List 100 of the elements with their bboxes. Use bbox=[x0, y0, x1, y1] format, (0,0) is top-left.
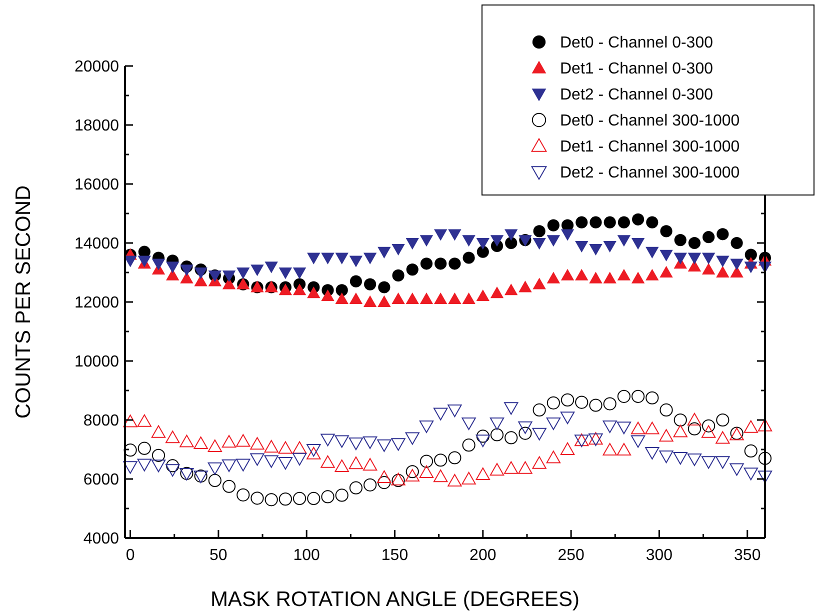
point bbox=[674, 252, 687, 264]
point bbox=[603, 397, 616, 410]
point bbox=[123, 414, 138, 428]
point bbox=[392, 292, 405, 304]
point bbox=[378, 295, 391, 307]
point bbox=[180, 264, 194, 276]
point bbox=[730, 258, 744, 270]
point bbox=[702, 231, 715, 244]
point bbox=[547, 219, 560, 232]
point bbox=[546, 418, 561, 430]
point bbox=[716, 266, 730, 278]
point bbox=[348, 438, 364, 450]
point bbox=[476, 467, 490, 480]
point bbox=[560, 442, 575, 455]
point bbox=[533, 225, 546, 238]
point bbox=[646, 246, 659, 258]
point bbox=[476, 430, 490, 443]
point bbox=[123, 461, 138, 474]
point bbox=[504, 402, 518, 415]
point bbox=[575, 396, 588, 409]
point bbox=[518, 280, 532, 292]
y-tick-label: 4000 bbox=[83, 530, 120, 548]
point bbox=[222, 480, 236, 493]
point bbox=[434, 229, 448, 241]
point bbox=[448, 292, 462, 304]
point bbox=[278, 441, 293, 454]
point bbox=[462, 472, 476, 484]
y-tick-label: 16000 bbox=[74, 176, 120, 194]
point bbox=[194, 268, 208, 280]
point bbox=[138, 442, 151, 455]
point bbox=[688, 252, 702, 264]
point bbox=[701, 425, 716, 438]
point bbox=[660, 250, 673, 262]
point bbox=[490, 235, 504, 247]
point bbox=[687, 412, 702, 426]
point bbox=[602, 420, 617, 433]
point bbox=[236, 458, 250, 472]
point bbox=[617, 390, 631, 403]
point bbox=[590, 216, 602, 228]
point bbox=[476, 434, 490, 448]
point bbox=[490, 463, 504, 476]
point bbox=[264, 262, 278, 274]
point bbox=[744, 420, 758, 433]
point bbox=[377, 470, 392, 483]
point bbox=[264, 455, 278, 468]
point bbox=[336, 284, 348, 296]
point bbox=[632, 213, 644, 226]
legend-label: Det0 - Channel 0-300 bbox=[560, 34, 714, 52]
point bbox=[702, 419, 716, 432]
point bbox=[363, 252, 377, 264]
point bbox=[602, 442, 617, 456]
point bbox=[716, 228, 729, 240]
point bbox=[504, 461, 518, 474]
point bbox=[716, 256, 730, 268]
point bbox=[659, 429, 674, 442]
point bbox=[448, 229, 462, 241]
point bbox=[194, 436, 208, 450]
point bbox=[504, 431, 518, 444]
point bbox=[151, 425, 166, 438]
point bbox=[391, 438, 406, 451]
point bbox=[490, 286, 504, 298]
point bbox=[617, 235, 631, 247]
point bbox=[518, 421, 532, 434]
point bbox=[250, 453, 264, 466]
point bbox=[124, 444, 137, 457]
point bbox=[687, 453, 702, 466]
point bbox=[250, 264, 264, 276]
point bbox=[250, 492, 264, 505]
point bbox=[166, 262, 180, 274]
point bbox=[532, 428, 546, 440]
point bbox=[307, 492, 320, 506]
x-tick-label: 100 bbox=[293, 547, 320, 564]
point bbox=[433, 408, 448, 420]
point bbox=[632, 390, 645, 403]
point bbox=[264, 440, 278, 453]
point bbox=[208, 474, 222, 488]
point bbox=[673, 424, 688, 438]
x-tick-label: 200 bbox=[470, 547, 496, 564]
point bbox=[349, 256, 363, 268]
point bbox=[321, 252, 334, 264]
point bbox=[659, 450, 674, 464]
point bbox=[419, 420, 434, 433]
point bbox=[448, 404, 462, 418]
x-tick-label: 0 bbox=[126, 547, 135, 564]
point bbox=[222, 459, 236, 472]
point bbox=[575, 268, 588, 280]
point bbox=[688, 236, 701, 250]
point bbox=[378, 281, 390, 294]
point bbox=[660, 266, 673, 278]
point bbox=[362, 436, 378, 449]
point bbox=[321, 490, 334, 504]
point bbox=[236, 268, 250, 280]
point bbox=[448, 258, 461, 270]
point bbox=[406, 264, 418, 276]
point bbox=[716, 413, 730, 427]
point bbox=[674, 413, 687, 427]
point bbox=[701, 456, 716, 469]
point bbox=[560, 229, 574, 241]
point bbox=[434, 292, 448, 304]
point bbox=[448, 474, 462, 487]
